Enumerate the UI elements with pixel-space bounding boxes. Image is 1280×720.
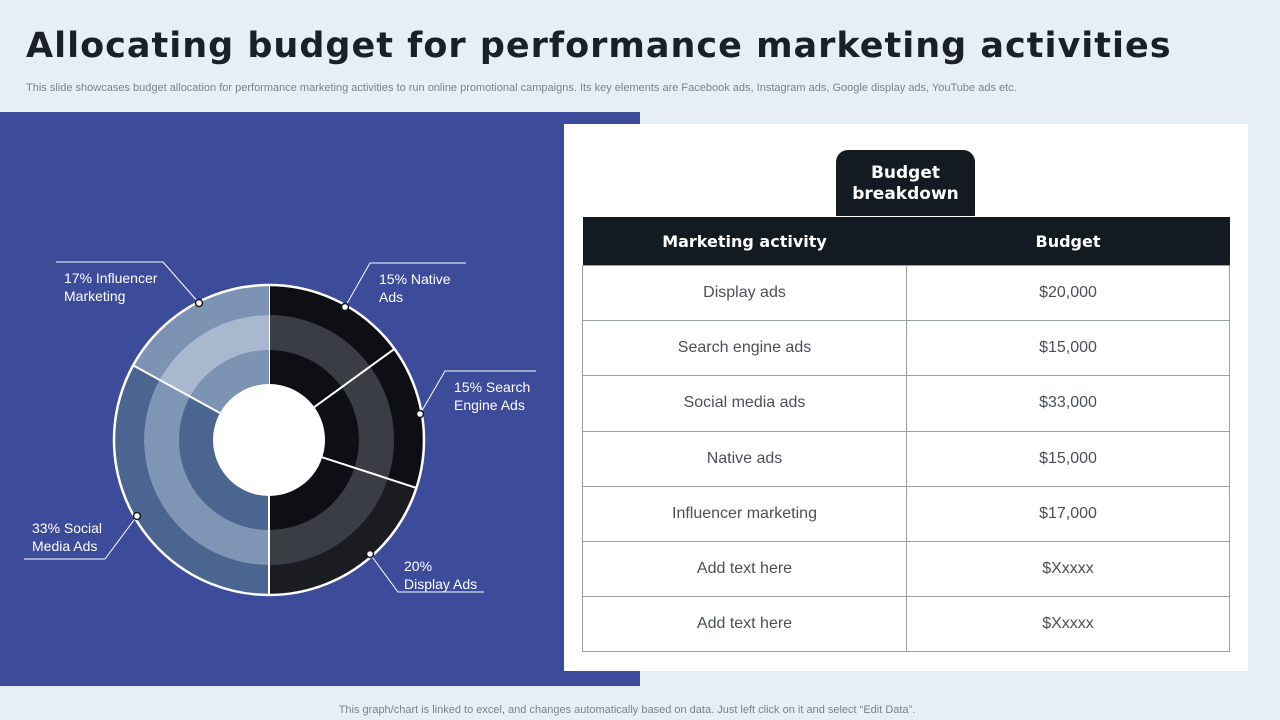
donut-slice-segment[interactable] — [269, 285, 395, 367]
donut-slice-segment[interactable] — [314, 387, 359, 468]
slice-separator — [132, 364, 221, 414]
donut-slice-segment[interactable] — [190, 350, 269, 414]
budget-table: Marketing activity Budget Display ads $2… — [582, 217, 1230, 653]
donut-slice-segment[interactable] — [269, 467, 388, 565]
budget-cell: $15,000 — [906, 430, 1230, 487]
table-row: Add text here $Xxxxx — [582, 596, 1230, 653]
slice-label: 33% Social Media Ads — [32, 520, 103, 554]
leader-marker — [132, 511, 142, 521]
footer-note: This graph/chart is linked to excel, and… — [338, 704, 916, 716]
leader-marker — [365, 549, 375, 559]
leader-marker — [194, 298, 204, 308]
leader-line — [344, 262, 466, 308]
table-row: Native ads $15,000 — [582, 430, 1230, 487]
donut-slice-segment[interactable] — [269, 350, 342, 408]
donut-slice-segment[interactable] — [133, 285, 269, 380]
slice-separator — [313, 348, 395, 408]
activity-cell: Add text here — [582, 540, 907, 598]
leader-line — [56, 261, 200, 304]
budget-breakdown-tab: Budget breakdown — [836, 150, 975, 216]
budget-cell: $33,000 — [906, 375, 1230, 432]
page-title: Allocating budget for performance market… — [26, 26, 1172, 66]
leader-line — [369, 553, 484, 593]
donut-slice-segment[interactable] — [144, 379, 269, 565]
table-row: Search engine ads $15,000 — [582, 320, 1230, 377]
slice-label: 15% Native Ads — [379, 271, 451, 305]
table-row: Display ads $20,000 — [582, 264, 1230, 322]
table-row: Influencer marketing $17,000 — [582, 485, 1230, 542]
donut-slice-segment[interactable] — [341, 366, 394, 479]
donut-chart[interactable] — [0, 112, 640, 686]
budget-cell: $Xxxxx — [906, 596, 1230, 653]
slice-separator — [321, 456, 417, 489]
chart-panel: 15% Native Ads 15% Search Engine Ads 20% D… — [0, 112, 640, 686]
leader-line — [24, 515, 138, 560]
leader-marker — [340, 302, 350, 312]
table-header-row: Marketing activity Budget — [582, 217, 1230, 266]
slice-label: 15% Search Engine Ads — [454, 379, 531, 413]
activity-cell: Search engine ads — [582, 320, 907, 377]
donut-center — [213, 384, 325, 496]
budget-cell: $Xxxxx — [906, 540, 1230, 598]
activity-cell: Add text here — [582, 596, 907, 653]
donut-slice-segment[interactable] — [269, 457, 355, 530]
donut-outline — [112, 283, 426, 597]
table-row: Add text here $Xxxxx — [582, 540, 1230, 598]
column-header-budget: Budget — [906, 217, 1230, 266]
donut-slice-segment[interactable] — [269, 478, 417, 595]
table-row: Social media ads $33,000 — [582, 375, 1230, 432]
activity-cell: Display ads — [582, 264, 907, 322]
budget-cell: $17,000 — [906, 485, 1230, 542]
donut-slice-segment[interactable] — [114, 365, 269, 595]
leader-marker — [415, 409, 425, 419]
leader-line — [419, 370, 536, 415]
slice-label: 20% Display Ads — [404, 558, 478, 592]
budget-cell: $15,000 — [906, 320, 1230, 377]
donut-slice-segment[interactable] — [269, 315, 371, 388]
activity-cell: Social media ads — [582, 375, 907, 432]
donut-slice-segment[interactable] — [159, 315, 269, 397]
page-subtitle: This slide showcases budget allocation f… — [26, 82, 1017, 94]
column-header-activity: Marketing activity — [582, 217, 907, 266]
donut-slice-segment[interactable] — [179, 396, 269, 530]
activity-cell: Native ads — [582, 430, 907, 487]
activity-cell: Influencer marketing — [582, 485, 907, 542]
slice-label: 17% Influencer Marketing — [64, 270, 158, 304]
donut-slice-segment[interactable] — [370, 348, 424, 488]
budget-cell: $20,000 — [906, 264, 1230, 322]
